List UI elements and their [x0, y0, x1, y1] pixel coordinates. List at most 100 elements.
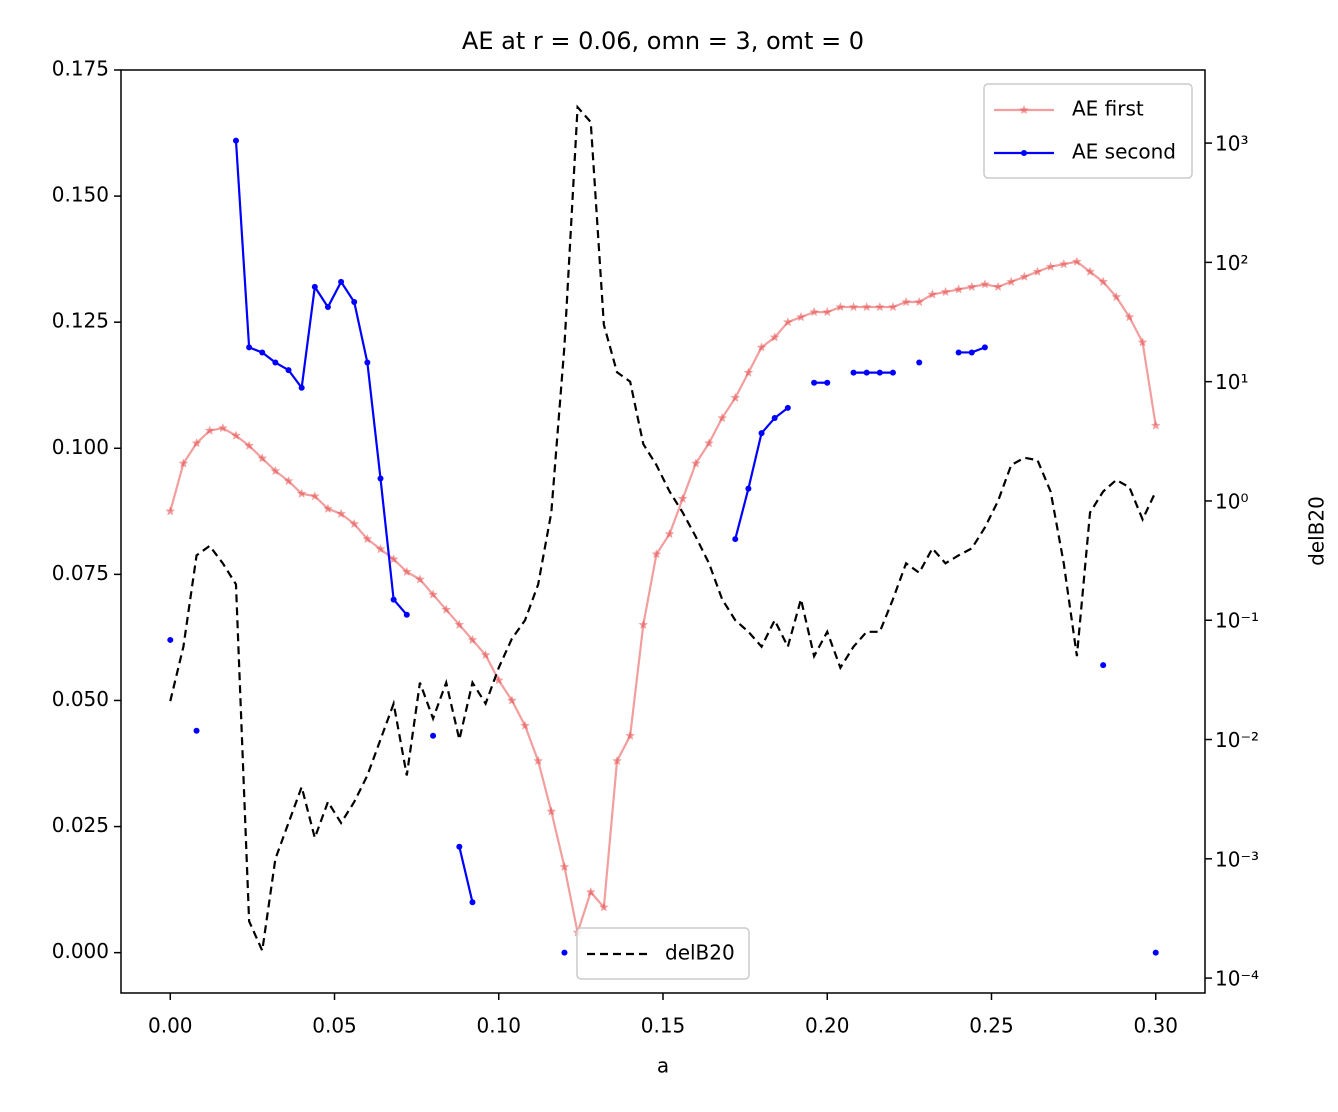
marker	[638, 619, 648, 629]
marker	[165, 506, 175, 516]
marker	[835, 302, 846, 312]
legend-label: AE second	[1072, 140, 1176, 164]
marker	[704, 438, 714, 448]
plot-area	[165, 104, 1161, 956]
marker	[351, 299, 358, 306]
marker	[467, 634, 478, 644]
legend-label: AE first	[1072, 97, 1144, 121]
marker	[178, 458, 189, 468]
marker	[338, 278, 345, 285]
marker	[625, 730, 635, 740]
marker	[364, 359, 371, 366]
x-tick-label: 0.15	[641, 1014, 686, 1038]
marker	[533, 756, 543, 765]
marker	[430, 732, 437, 739]
series-line	[169, 260, 1157, 937]
marker	[324, 304, 331, 311]
marker	[916, 359, 923, 366]
marker	[270, 466, 281, 475]
marker	[441, 604, 451, 614]
marker	[876, 369, 883, 376]
marker	[863, 369, 870, 376]
marker	[390, 596, 397, 603]
marker	[599, 902, 609, 912]
y-tick-label: 0.175	[52, 57, 109, 81]
marker	[310, 491, 320, 501]
marker	[875, 302, 885, 312]
marker	[520, 720, 530, 730]
marker	[204, 425, 215, 435]
marker	[967, 281, 977, 291]
marker	[349, 518, 359, 528]
marker	[362, 534, 373, 544]
y2-tick-label: 10⁻⁴	[1215, 967, 1259, 991]
marker	[927, 289, 938, 299]
x-tick-label: 0.30	[1133, 1014, 1178, 1038]
y-tick-label: 0.025	[52, 813, 109, 837]
marker	[1085, 266, 1095, 276]
legend-box	[576, 927, 750, 980]
marker	[771, 415, 778, 422]
legend-marker	[1019, 105, 1029, 114]
legend-label: delB20	[665, 941, 735, 965]
marker	[743, 367, 754, 377]
y2-tick-label: 10²	[1215, 251, 1248, 275]
marker	[167, 636, 174, 643]
marker	[193, 727, 200, 734]
marker	[822, 307, 832, 317]
y2-tick-label: 10⁻¹	[1215, 609, 1259, 633]
y-tick-label: 0.100	[52, 435, 109, 459]
marker	[1124, 312, 1135, 322]
marker	[861, 302, 872, 312]
marker	[758, 430, 765, 437]
series-line	[234, 140, 408, 616]
marker	[769, 332, 780, 342]
marker	[403, 611, 410, 618]
x-tick-label: 0.00	[148, 1014, 193, 1038]
marker	[480, 650, 491, 660]
marker	[1019, 271, 1030, 281]
y2-tick-label: 10⁻²	[1215, 728, 1259, 752]
marker	[323, 503, 333, 513]
marker	[285, 367, 292, 374]
marker	[298, 384, 305, 391]
marker	[283, 476, 294, 486]
marker	[232, 137, 239, 144]
marker	[968, 349, 975, 356]
marker	[848, 302, 859, 312]
marker	[1045, 261, 1056, 271]
marker	[691, 458, 701, 468]
marker	[756, 342, 767, 352]
marker	[375, 544, 386, 554]
marker	[246, 344, 253, 351]
marker	[940, 286, 951, 296]
marker	[259, 349, 266, 356]
marker	[809, 307, 819, 317]
marker	[257, 453, 267, 463]
marker	[889, 369, 896, 376]
marker	[745, 485, 752, 492]
marker	[586, 887, 596, 897]
marker	[454, 619, 465, 629]
marker	[456, 843, 463, 850]
y-tick-label: 0.050	[52, 687, 109, 711]
marker	[377, 475, 384, 482]
marker	[901, 297, 911, 307]
marker	[955, 349, 962, 356]
marker	[914, 297, 924, 307]
y-tick-label: 0.150	[52, 183, 109, 207]
marker	[980, 279, 990, 289]
marker	[981, 344, 988, 351]
y2-tick-label: 10⁰	[1215, 489, 1248, 513]
marker	[296, 488, 307, 498]
marker	[415, 574, 425, 584]
marker	[559, 861, 570, 871]
legend-box	[983, 83, 1193, 179]
marker	[824, 379, 831, 386]
marker	[1100, 662, 1107, 669]
marker	[888, 302, 898, 312]
x-tick-label: 0.05	[312, 1014, 357, 1038]
x-tick-label: 0.20	[805, 1014, 850, 1038]
marker	[428, 589, 438, 599]
